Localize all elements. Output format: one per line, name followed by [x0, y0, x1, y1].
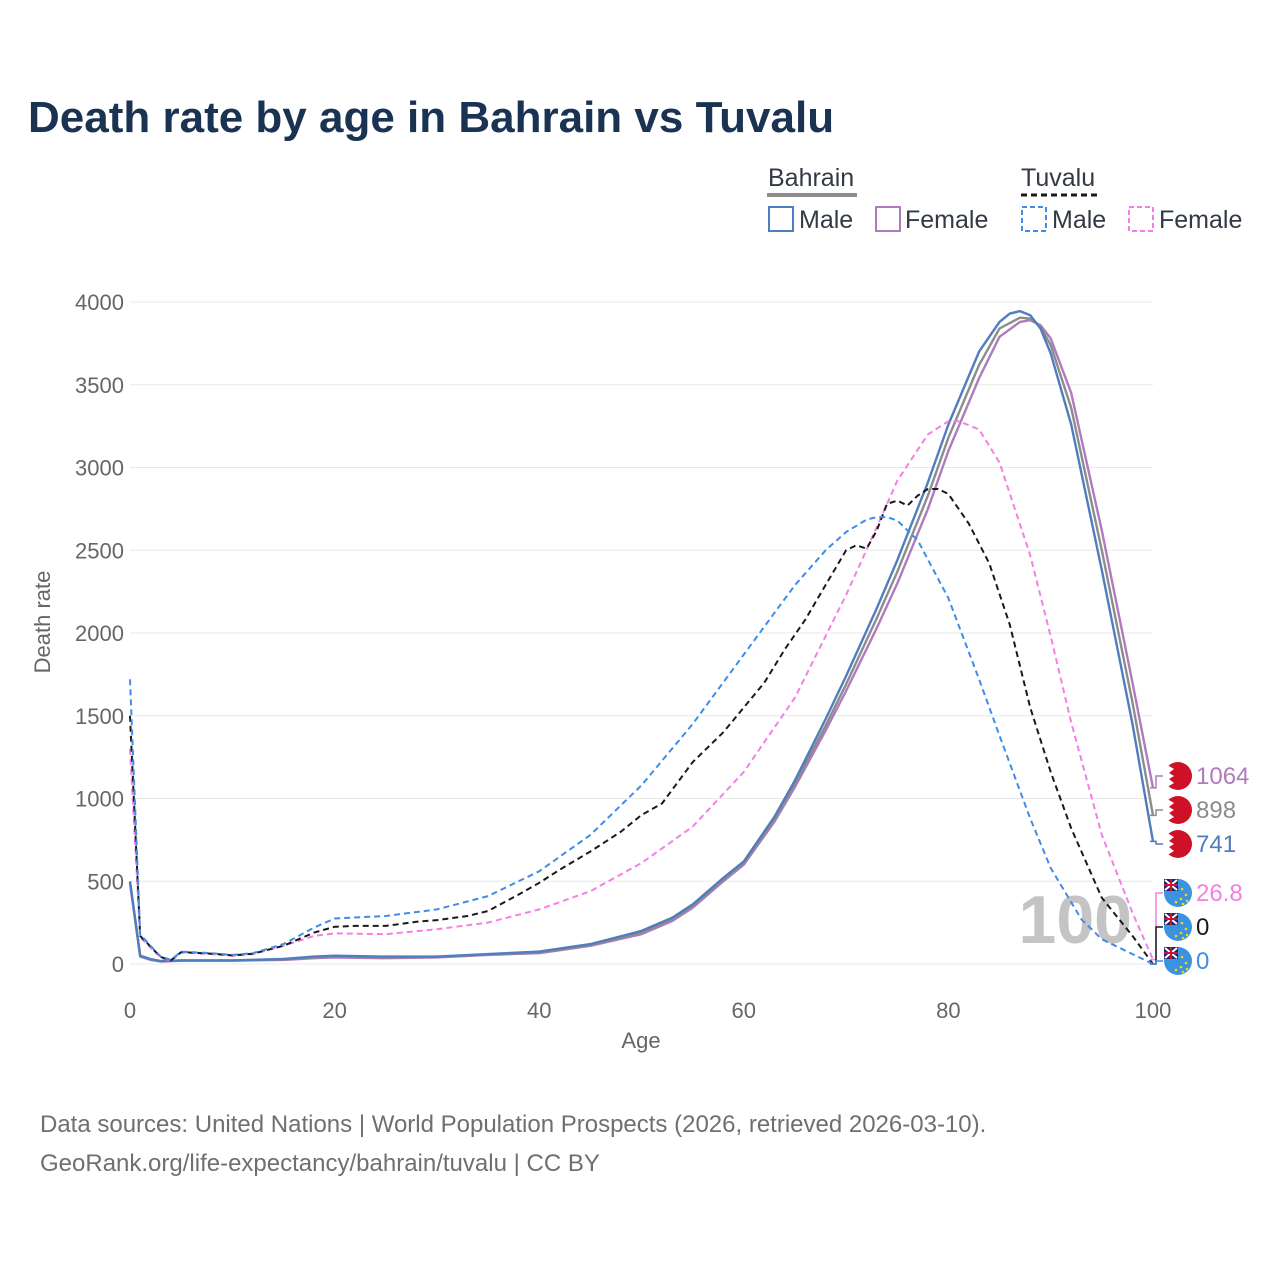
y-tick-label: 2000: [75, 621, 124, 646]
x-tick-label: 40: [527, 998, 551, 1023]
series-line-bahrain-both: [128, 316, 1155, 963]
y-tick-label: 2500: [75, 538, 124, 563]
end-label: 741: [1196, 831, 1236, 858]
tuvalu-flag-icon: [1164, 879, 1192, 907]
source-line-2: GeoRank.org/life-expectancy/bahrain/tuva…: [40, 1150, 600, 1177]
source-line-1: Data sources: United Nations | World Pop…: [40, 1111, 986, 1138]
legend-label-bahrain-male: Male: [799, 206, 853, 234]
legend-swatch-bahrain-male: [768, 206, 794, 232]
series-line-bahrain-female: [128, 319, 1155, 963]
legend-group-bahrain: Bahrain: [768, 164, 854, 192]
bahrain-flag-icon: [1164, 796, 1192, 824]
end-connector: [1150, 960, 1163, 965]
y-tick-label: 1000: [75, 787, 124, 812]
series-line-tuvalu-female: [129, 420, 1154, 962]
x-tick-label: 80: [936, 998, 960, 1023]
x-tick-label: 60: [732, 998, 756, 1023]
y-axis-title: Death rate: [30, 571, 55, 674]
tuvalu-flag-icon: [1164, 913, 1192, 941]
end-connector: [1150, 840, 1163, 845]
end-connector: [1150, 775, 1163, 789]
x-tick-label: 100: [1135, 998, 1172, 1023]
bahrain-flag-icon: [1164, 830, 1192, 858]
end-label: 898: [1196, 797, 1236, 824]
legend-label-tuvalu-male: Male: [1052, 206, 1106, 234]
legend-swatch-bahrain-female: [875, 206, 901, 232]
legend-swatch-tuvalu-male: [1021, 206, 1047, 232]
end-labels: 1064 898 741 26.8 0 0: [1150, 762, 1249, 975]
x-axis-title: Age: [621, 1028, 660, 1053]
legend: Bahrain Male Female Tuvalu Male Female: [767, 164, 1242, 234]
legend-label-tuvalu-female: Female: [1159, 206, 1242, 234]
chart-title: Death rate by age in Bahrain vs Tuvalu: [28, 93, 834, 142]
legend-swatch-tuvalu-female: [1128, 206, 1154, 232]
y-tick-label: 0: [112, 952, 124, 977]
tuvalu-flag-icon: [1164, 947, 1192, 975]
legend-group-tuvalu: Tuvalu: [1021, 164, 1095, 192]
y-tick-label: 500: [87, 869, 124, 894]
end-connector: [1150, 809, 1163, 817]
y-tick-label: 3000: [75, 456, 124, 481]
end-label: 0: [1196, 948, 1209, 975]
bahrain-flag-icon: [1164, 762, 1192, 790]
x-tick-label: 20: [322, 998, 346, 1023]
legend-label-bahrain-female: Female: [905, 206, 988, 234]
grid: [130, 301, 1153, 965]
axes: 0 500 1000 1500 2000 2500 3000 3500 4000 0 20 40 60 8…: [75, 290, 1171, 1023]
series: [128, 309, 1155, 965]
y-tick-label: 3500: [75, 373, 124, 398]
series-line-tuvalu-both: [129, 488, 1154, 965]
y-tick-label: 1500: [75, 704, 124, 729]
series-line-tuvalu-male: [129, 516, 1154, 965]
end-label: 1064: [1196, 763, 1249, 790]
end-label: 26.8: [1196, 880, 1243, 907]
y-tick-label: 4000: [75, 290, 124, 315]
end-label: 0: [1196, 914, 1209, 941]
x-tick-label: 0: [124, 998, 136, 1023]
series-line-bahrain-male: [128, 309, 1155, 963]
